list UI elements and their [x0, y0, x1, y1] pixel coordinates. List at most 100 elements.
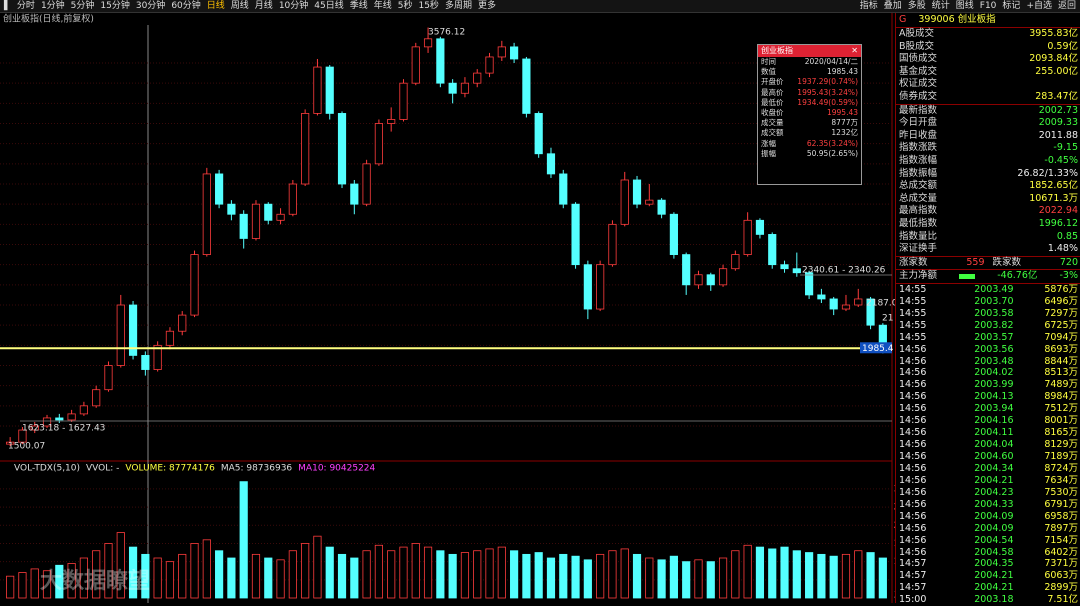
candle-body [485, 56, 494, 74]
candle-body [510, 46, 519, 60]
candle-body [841, 304, 851, 310]
candle-body [460, 82, 470, 94]
tick-volume: 8001万 [1044, 415, 1078, 427]
tool[interactable]: 图线 [955, 1, 974, 11]
candle-body [559, 173, 568, 205]
tab[interactable]: 多周期 [444, 1, 472, 11]
tick-time: 14:56 [899, 403, 927, 415]
quote-row: 债券成交 283.47亿 [896, 91, 1080, 104]
candle-body [436, 38, 445, 84]
tick-price: 2004.09 [974, 522, 1014, 534]
candle-body [866, 298, 875, 326]
quote-label: 指数振幅 [899, 167, 938, 179]
tab[interactable]: 60分钟 [171, 1, 201, 11]
tick-price: 2003.94 [974, 403, 1014, 415]
tool[interactable]: 叠加 [883, 1, 902, 11]
tool[interactable]: 标记 [1002, 1, 1021, 11]
tab[interactable]: 5秒 [397, 1, 413, 11]
tick-volume: 6496万 [1044, 295, 1078, 307]
tick-price: 2003.70 [974, 295, 1014, 307]
quote-row: 今日开盘 2009.33 [896, 117, 1080, 130]
tick-price: 2004.16 [974, 415, 1014, 427]
tab[interactable]: 季线 [349, 1, 368, 11]
volume-bar [485, 548, 494, 599]
quote-row: 昨日收盘 2011.88 [896, 130, 1080, 143]
quote-value: 2022.94 [1038, 205, 1078, 217]
candle-body [669, 213, 678, 255]
quote-value: 2009.33 [1038, 117, 1078, 129]
volume-bar [362, 550, 371, 599]
tick-row: 14:56 2004.23 7530万 [896, 487, 1080, 499]
tick-time: 14:56 [899, 379, 927, 391]
tick-volume: 6063万 [1044, 570, 1078, 582]
tick-time: 14:56 [899, 439, 927, 451]
volume-bar [264, 557, 273, 599]
tab[interactable]: 5分钟 [70, 1, 95, 11]
candle-body [682, 254, 691, 286]
popup-label: 成交额 [761, 128, 784, 138]
candle-body [215, 173, 224, 205]
volume-bar [731, 550, 740, 599]
tool[interactable]: F10 [979, 1, 997, 11]
tick-row: 14:56 2004.02 8513万 [896, 367, 1080, 379]
volume-bar [215, 550, 224, 599]
tab[interactable]: 更多 [477, 1, 496, 11]
candle-body [30, 425, 39, 431]
candle-body [805, 272, 814, 296]
tool[interactable]: 多股 [907, 1, 926, 11]
tab[interactable]: 15分钟 [100, 1, 130, 11]
popup-row: 最高价 1995.43(3.24%) [758, 88, 861, 98]
tick-time: 14:56 [899, 451, 927, 462]
tab[interactable]: 15秒 [418, 1, 439, 11]
tab[interactable]: 10分钟 [278, 1, 309, 11]
tick-row: 14:57 2004.35 7371万 [896, 558, 1080, 570]
tick-volume: 8513万 [1044, 367, 1078, 379]
tab[interactable]: 45日线 [314, 1, 344, 11]
volume-bar [337, 553, 347, 599]
candle-body [497, 46, 506, 58]
tab[interactable]: 日线 [206, 1, 225, 11]
price-tag-label: 1985.4 [862, 344, 894, 354]
quote-row: 权证成交 [896, 78, 1080, 91]
volume-bar [780, 546, 789, 599]
tick-volume: 7189万 [1044, 451, 1078, 462]
quote-prefix: G [899, 14, 907, 25]
tool[interactable]: 统计 [931, 1, 950, 11]
tick-volume: 7512万 [1044, 403, 1078, 415]
volume-bar [829, 555, 838, 599]
tab[interactable]: 1分钟 [40, 1, 65, 11]
tab[interactable]: 30分钟 [135, 1, 166, 11]
popup-value: 1937.29(0.74%) [797, 77, 858, 87]
tick-price: 2004.21 [974, 570, 1014, 582]
y-tick-label: 10000 [893, 557, 895, 567]
candle-body [423, 38, 433, 48]
candle-body [190, 254, 199, 316]
candle-body [239, 213, 248, 239]
tick-price: 2003.99 [974, 379, 1014, 391]
quote-label: 债券成交 [899, 90, 938, 102]
popup-value: 1995.43(3.24%) [797, 87, 858, 97]
tick-row: 14:56 2003.94 7512万 [896, 403, 1080, 415]
tab[interactable]: 年线 [373, 1, 392, 11]
tab[interactable]: 月线 [254, 1, 273, 11]
tool[interactable]: +自选 [1026, 1, 1052, 11]
tab[interactable]: 周线 [230, 1, 249, 11]
tool[interactable]: 返回 [1057, 1, 1076, 11]
tick-time: 14:55 [899, 295, 927, 307]
candle-body [42, 417, 52, 427]
candle-body [251, 203, 261, 239]
close-button[interactable]: ✕ [851, 46, 858, 55]
tick-row: 14:55 2003.70 6496万 [896, 296, 1080, 308]
tick-row: 14:55 2003.49 5876万 [896, 282, 1080, 296]
candle-body [534, 113, 543, 155]
candle-body [202, 173, 211, 255]
tick-price: 2004.21 [974, 474, 1014, 486]
candle-body [731, 254, 740, 270]
tab[interactable]: 分时 [16, 1, 35, 11]
tick-row: 14:56 2004.58 6402万 [896, 547, 1080, 559]
volume-bar [522, 553, 531, 599]
popup-value: 2020/04/14/二 [804, 57, 858, 66]
candle-body [780, 264, 789, 270]
volume-bar [583, 559, 592, 599]
tool[interactable]: 指标 [859, 1, 878, 11]
